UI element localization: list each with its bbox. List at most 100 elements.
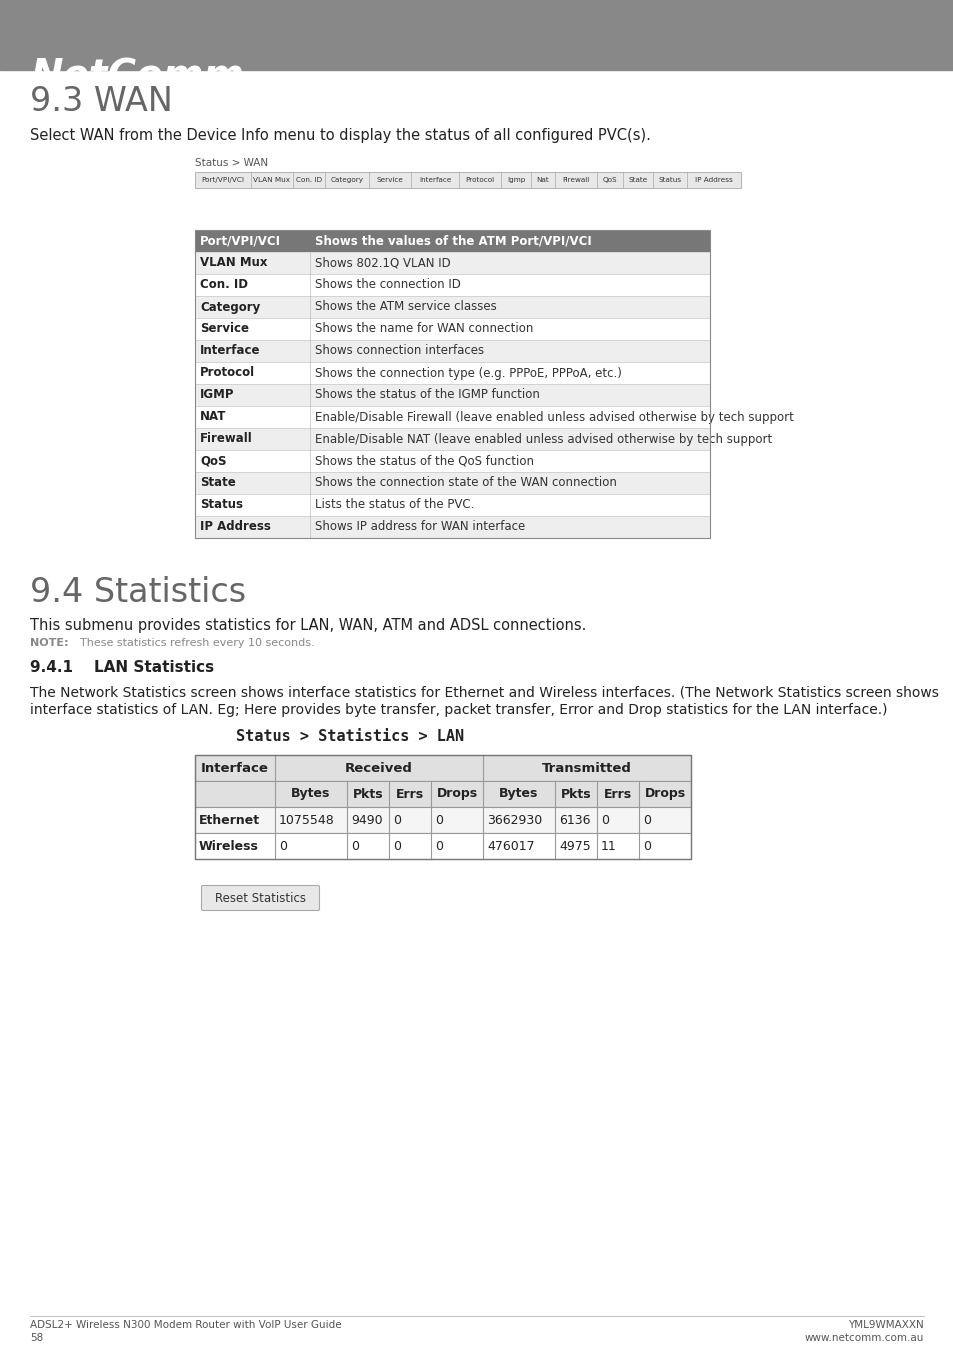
Text: Shows the connection type (e.g. PPPoE, PPPoA, etc.): Shows the connection type (e.g. PPPoE, P…: [314, 366, 621, 379]
Text: Select WAN from the Device Info menu to display the status of all configured PVC: Select WAN from the Device Info menu to …: [30, 128, 650, 143]
Text: 9.4.1    LAN Statistics: 9.4.1 LAN Statistics: [30, 660, 213, 675]
Bar: [194, 428, 709, 450]
Bar: [194, 494, 709, 516]
Text: Port/VPI/VCI: Port/VPI/VCI: [200, 235, 281, 247]
Text: Wireless: Wireless: [199, 840, 258, 852]
Bar: [194, 362, 709, 383]
Text: Shows IP address for WAN interface: Shows IP address for WAN interface: [314, 521, 525, 533]
Text: 0: 0: [351, 840, 358, 852]
Text: Interface: Interface: [418, 177, 451, 184]
Text: Con. ID: Con. ID: [200, 278, 248, 292]
Text: Interface: Interface: [200, 344, 260, 358]
Text: Category: Category: [330, 177, 363, 184]
Text: Shows the ATM service classes: Shows the ATM service classes: [314, 301, 497, 313]
Text: Status: Status: [200, 498, 243, 512]
Text: Shows 802.1Q VLAN ID: Shows 802.1Q VLAN ID: [314, 256, 450, 270]
Bar: [194, 274, 709, 296]
Text: Reset Statistics: Reset Statistics: [214, 891, 306, 904]
Text: IP Address: IP Address: [200, 521, 271, 533]
Text: 0: 0: [278, 840, 287, 852]
Bar: [194, 472, 709, 494]
Text: Status > WAN: Status > WAN: [194, 158, 268, 167]
Text: 0: 0: [642, 840, 650, 852]
FancyBboxPatch shape: [201, 886, 319, 910]
Text: The Network Statistics screen shows interface statistics for Ethernet and Wirele: The Network Statistics screen shows inte…: [30, 684, 938, 699]
Bar: [0, 0, 953, 70]
Text: ADSL2+ Wireless N300 Modem Router with VoIP User Guide: ADSL2+ Wireless N300 Modem Router with V…: [30, 1320, 341, 1330]
Text: 476017: 476017: [486, 840, 534, 852]
Text: Pkts: Pkts: [353, 787, 383, 801]
Bar: [194, 755, 690, 859]
Bar: [194, 230, 709, 539]
Text: IGMP: IGMP: [200, 389, 234, 401]
Text: YML9WMAXXN: YML9WMAXXN: [847, 1320, 923, 1330]
Text: State: State: [628, 177, 647, 184]
Text: 0: 0: [435, 814, 442, 826]
Bar: [194, 782, 690, 807]
Text: 9490: 9490: [351, 814, 382, 826]
Text: 1075548: 1075548: [278, 814, 335, 826]
Bar: [194, 807, 690, 833]
Text: Shows the connection state of the WAN connection: Shows the connection state of the WAN co…: [314, 477, 617, 490]
Text: VLAN Mux: VLAN Mux: [253, 177, 291, 184]
Text: Errs: Errs: [395, 787, 424, 801]
Bar: [194, 383, 709, 406]
Bar: [194, 406, 709, 428]
Text: Firewall: Firewall: [200, 432, 253, 446]
Text: Bytes: Bytes: [498, 787, 538, 801]
Text: QoS: QoS: [602, 177, 617, 184]
Text: Protocol: Protocol: [465, 177, 494, 184]
Text: Lists the status of the PVC.: Lists the status of the PVC.: [314, 498, 474, 512]
Text: Protocol: Protocol: [200, 366, 254, 379]
Bar: [194, 171, 740, 188]
Text: Enable/Disable Firewall (leave enabled unless advised otherwise by tech support: Enable/Disable Firewall (leave enabled u…: [314, 410, 793, 424]
Text: 0: 0: [600, 814, 608, 826]
Text: Port/VPI/VCI: Port/VPI/VCI: [201, 177, 244, 184]
Bar: [194, 230, 709, 252]
Text: QoS: QoS: [200, 455, 226, 467]
Text: IP Address: IP Address: [695, 177, 732, 184]
Text: Errs: Errs: [603, 787, 632, 801]
Text: Category: Category: [200, 301, 260, 313]
Text: 9.3 WAN: 9.3 WAN: [30, 85, 172, 117]
Bar: [194, 450, 709, 472]
Text: 3662930: 3662930: [486, 814, 541, 826]
Text: interface statistics of LAN. Eg; Here provides byte transfer, packet transfer, E: interface statistics of LAN. Eg; Here pr…: [30, 703, 886, 717]
Text: This submenu provides statistics for LAN, WAN, ATM and ADSL connections.: This submenu provides statistics for LAN…: [30, 618, 586, 633]
Text: Drops: Drops: [436, 787, 477, 801]
Text: These statistics refresh every 10 seconds.: These statistics refresh every 10 second…: [80, 639, 314, 648]
Text: 0: 0: [435, 840, 442, 852]
Text: State: State: [200, 477, 235, 490]
Text: 0: 0: [642, 814, 650, 826]
Text: Shows the name for WAN connection: Shows the name for WAN connection: [314, 323, 533, 336]
Text: Status: Status: [658, 177, 680, 184]
Text: Ethernet: Ethernet: [199, 814, 260, 826]
Text: 4975: 4975: [558, 840, 590, 852]
Text: 0: 0: [393, 840, 400, 852]
Text: Nat: Nat: [536, 177, 549, 184]
Text: Con. ID: Con. ID: [295, 177, 322, 184]
Text: Enable/Disable NAT (leave enabled unless advised otherwise by tech support: Enable/Disable NAT (leave enabled unless…: [314, 432, 771, 446]
Text: Received: Received: [345, 761, 413, 775]
Text: Service: Service: [376, 177, 403, 184]
Bar: [194, 340, 709, 362]
Text: Pkts: Pkts: [560, 787, 591, 801]
Text: Shows the status of the IGMP function: Shows the status of the IGMP function: [314, 389, 539, 401]
Bar: [194, 319, 709, 340]
Bar: [194, 516, 709, 539]
Text: Firewall: Firewall: [561, 177, 589, 184]
Text: 9.4 Statistics: 9.4 Statistics: [30, 576, 246, 609]
Bar: [194, 252, 709, 274]
Text: 6136: 6136: [558, 814, 590, 826]
Text: NOTE:: NOTE:: [30, 639, 69, 648]
Text: Igmp: Igmp: [506, 177, 525, 184]
Text: 11: 11: [600, 840, 616, 852]
Text: 58: 58: [30, 1332, 43, 1343]
Text: Service: Service: [200, 323, 249, 336]
Text: NetComm: NetComm: [30, 58, 244, 96]
Text: Shows the status of the QoS function: Shows the status of the QoS function: [314, 455, 534, 467]
Bar: [194, 755, 690, 782]
Text: Bytes: Bytes: [291, 787, 331, 801]
Text: Shows connection interfaces: Shows connection interfaces: [314, 344, 483, 358]
Text: Interface: Interface: [201, 761, 269, 775]
